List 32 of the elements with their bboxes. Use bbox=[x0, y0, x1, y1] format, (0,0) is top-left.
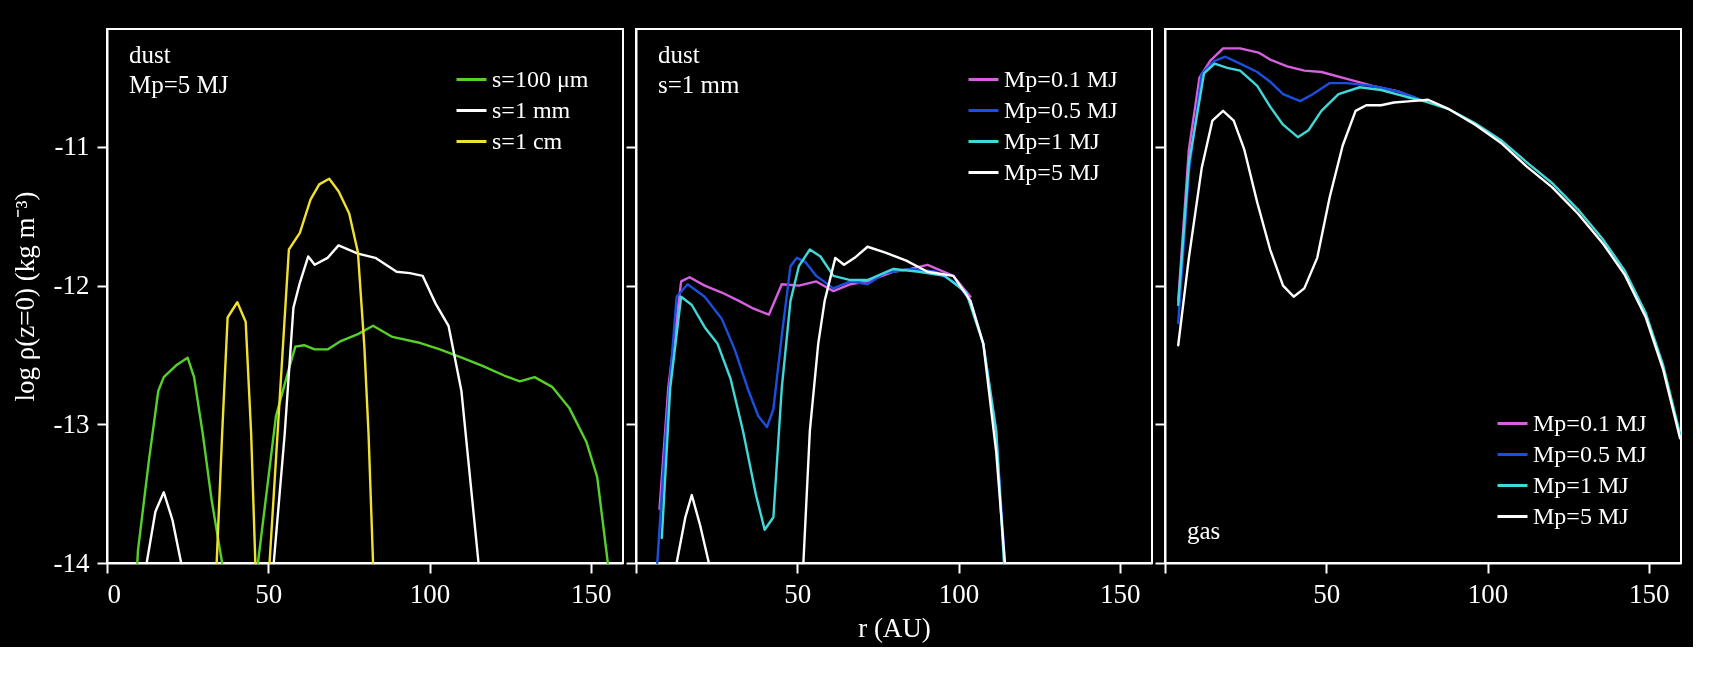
x-tick-label: 50 bbox=[784, 578, 812, 609]
annotation: s=1 mm bbox=[658, 71, 741, 98]
x-tick-label: 150 bbox=[1629, 578, 1670, 609]
legend-label: s=1 mm bbox=[492, 96, 571, 123]
x-tick-label: 0 bbox=[107, 578, 121, 609]
x-tick-label: 50 bbox=[1313, 578, 1341, 609]
x-tick-label: 100 bbox=[1467, 578, 1509, 609]
y-axis-title: log ρ(z=0) (kg m⁻³) bbox=[9, 191, 40, 402]
legend-label: Mp=0.5 MJ bbox=[1533, 440, 1647, 467]
annotation: dust bbox=[129, 41, 171, 68]
x-tick-label: 50 bbox=[255, 578, 283, 609]
x-axis-title: r (AU) bbox=[858, 612, 931, 643]
y-tick-label: -14 bbox=[53, 547, 90, 578]
legend-label: s=1 cm bbox=[492, 127, 563, 154]
y-tick-label: -13 bbox=[53, 408, 90, 439]
legend-label: s=100 μm bbox=[492, 65, 589, 92]
x-tick-label: 150 bbox=[1100, 578, 1141, 609]
legend-label: Mp=1 MJ bbox=[1533, 471, 1629, 498]
x-tick-label: 100 bbox=[938, 578, 980, 609]
legend-label: Mp=5 MJ bbox=[1004, 158, 1100, 185]
y-tick-label: -11 bbox=[54, 131, 90, 162]
annotation: Mp=5 MJ bbox=[129, 71, 229, 98]
legend-label: Mp=1 MJ bbox=[1004, 127, 1100, 154]
x-tick-label: 150 bbox=[571, 578, 612, 609]
legend-label: Mp=0.5 MJ bbox=[1004, 96, 1118, 123]
annotation: dust bbox=[658, 41, 700, 68]
legend-label: Mp=0.1 MJ bbox=[1004, 65, 1118, 92]
annotation: gas bbox=[1187, 517, 1221, 544]
y-tick-label: -12 bbox=[53, 270, 90, 301]
legend-label: Mp=0.1 MJ bbox=[1533, 409, 1647, 436]
x-tick-label: 100 bbox=[409, 578, 451, 609]
legend-label: Mp=5 MJ bbox=[1533, 502, 1629, 529]
